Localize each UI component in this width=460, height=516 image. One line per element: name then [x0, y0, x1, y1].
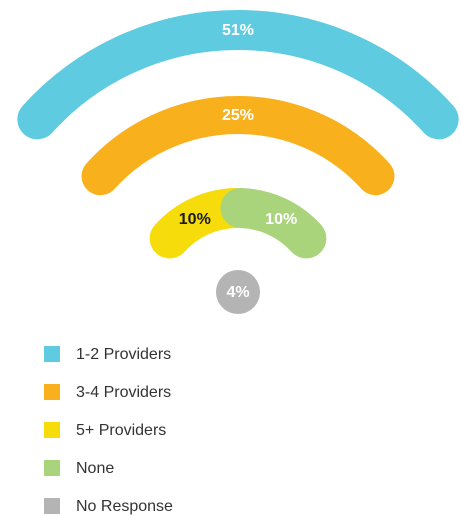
arc: [81, 96, 395, 196]
value-label: 25%: [222, 107, 254, 124]
legend-swatch: [44, 498, 60, 514]
legend-label: 3-4 Providers: [76, 384, 171, 401]
arc: [220, 188, 327, 259]
legend-swatch: [44, 346, 60, 362]
legend-label: None: [76, 460, 114, 477]
legend-label: 5+ Providers: [76, 422, 166, 439]
value-label: 4%: [226, 284, 249, 301]
legend-label: No Response: [76, 498, 173, 515]
legend-swatch: [44, 384, 60, 400]
legend-swatch: [44, 460, 60, 476]
value-label: 10%: [265, 211, 297, 228]
legend-swatch: [44, 422, 60, 438]
value-label: 10%: [179, 211, 211, 228]
dot: [216, 270, 260, 314]
arc: [17, 10, 459, 140]
value-label: 51%: [222, 22, 254, 39]
legend-label: 1-2 Providers: [76, 346, 171, 363]
